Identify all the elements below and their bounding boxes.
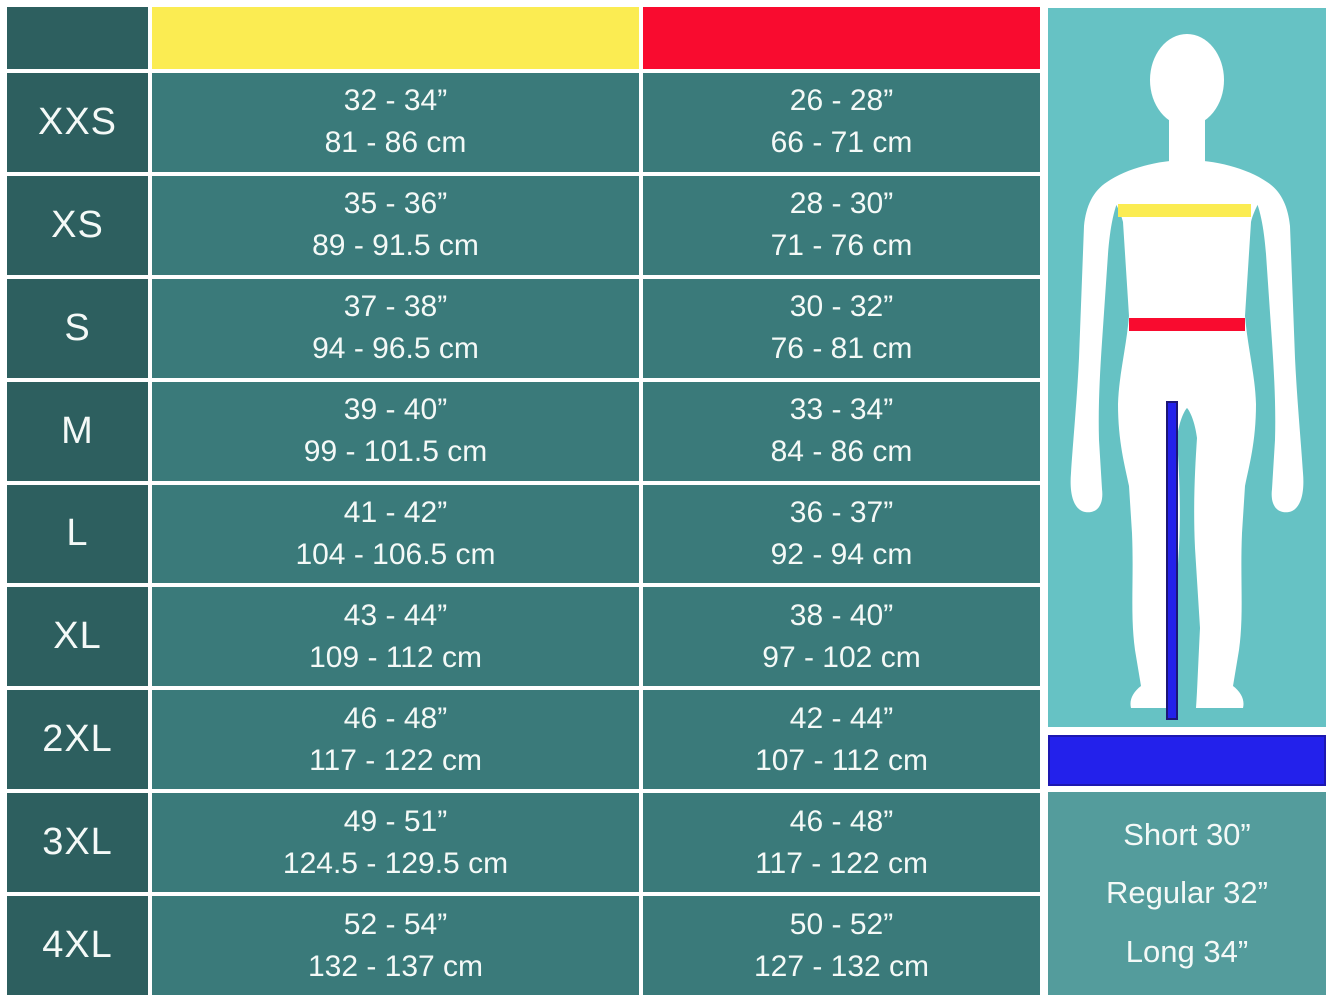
chest-inches-value: 49 - 51” xyxy=(343,804,448,838)
size-label-cell: 2XL xyxy=(7,690,148,790)
silhouette-right-arm xyxy=(1252,182,1304,513)
waist-line xyxy=(1129,318,1245,331)
waist-measurement-cell: 42 - 44” 107 - 112 cm xyxy=(643,690,1040,790)
size-label-cell: 3XL xyxy=(7,793,148,893)
body-measurement-panel xyxy=(1048,8,1326,727)
body-silhouette-icon xyxy=(1070,34,1304,720)
chest-inches-value: 32 - 34” xyxy=(343,84,448,118)
waist-measurement-cell: 46 - 48” 117 - 122 cm xyxy=(643,793,1040,893)
waist-cm-value: 117 - 122 cm xyxy=(755,846,928,880)
waist-inches-value: 38 - 40” xyxy=(789,598,894,632)
chest-measurement-cell: 52 - 54” 132 - 137 cm xyxy=(152,896,639,995)
chest-measurement-cell: 32 - 34” 81 - 86 cm xyxy=(152,73,639,172)
chest-inches-value: 37 - 38” xyxy=(343,290,448,324)
waist-measurement-cell: 30 - 32” 76 - 81 cm xyxy=(643,278,1040,378)
chest-measurement-cell: 46 - 48” 117 - 122 cm xyxy=(152,690,639,790)
waist-inches-value: 28 - 30” xyxy=(789,187,894,221)
chest-cm-value: 132 - 137 cm xyxy=(307,949,484,983)
waist-cm-value: 127 - 132 cm xyxy=(753,949,930,983)
silhouette-torso-legs xyxy=(1107,160,1267,708)
inseam-option: Long 34” xyxy=(1125,933,1249,969)
waist-measurement-cell: 36 - 37” 92 - 94 cm xyxy=(643,484,1040,584)
chest-cm-value: 89 - 91.5 cm xyxy=(312,229,479,263)
waist-cm-value: 84 - 86 cm xyxy=(770,435,913,469)
chest-inches-value: 52 - 54” xyxy=(343,907,448,941)
size-label-cell: S xyxy=(7,278,148,378)
silhouette-neck xyxy=(1169,103,1205,163)
waist-cm-value: 107 - 112 cm xyxy=(755,743,928,777)
chest-cm-value: 99 - 101.5 cm xyxy=(303,435,488,469)
chest-measurement-cell: 49 - 51” 124.5 - 129.5 cm xyxy=(152,793,639,893)
chest-line xyxy=(1118,204,1251,217)
silhouette-left-arm xyxy=(1070,182,1122,513)
chest-cm-value: 94 - 96.5 cm xyxy=(312,332,479,366)
chest-cm-value: 117 - 122 cm xyxy=(309,743,482,777)
waist-cm-value: 71 - 76 cm xyxy=(770,229,913,263)
waist-inches-value: 46 - 48” xyxy=(789,804,894,838)
waist-measurement-cell: 28 - 30” 71 - 76 cm xyxy=(643,175,1040,275)
chest-measurement-cell: 41 - 42” 104 - 106.5 cm xyxy=(152,484,639,584)
chest-cm-value: 124.5 - 129.5 cm xyxy=(282,846,509,880)
chest-measurement-cell: 37 - 38” 94 - 96.5 cm xyxy=(152,278,639,378)
size-label-cell: 4XL xyxy=(7,896,148,995)
waist-cm-value: 66 - 71 cm xyxy=(770,126,913,160)
silhouette-head xyxy=(1150,34,1224,126)
waist-inches-value: 50 - 52” xyxy=(789,907,894,941)
size-label-cell: XS xyxy=(7,175,148,275)
chest-cm-value: 104 - 106.5 cm xyxy=(295,537,496,571)
size-label-cell: XL xyxy=(7,587,148,687)
waist-measurement-cell: 33 - 34” 84 - 86 cm xyxy=(643,381,1040,481)
waist-cm-value: 92 - 94 cm xyxy=(770,537,913,571)
waist-inches-value: 36 - 37” xyxy=(789,495,894,529)
inseam-option: Regular 32” xyxy=(1106,875,1268,911)
size-label-cell: L xyxy=(7,484,148,584)
chest-cm-value: 81 - 86 cm xyxy=(324,126,467,160)
waist-cm-value: 97 - 102 cm xyxy=(762,640,921,674)
chest-measurement-cell: 39 - 40” 99 - 101.5 cm xyxy=(152,381,639,481)
waist-color-header xyxy=(643,7,1040,69)
chest-color-header xyxy=(152,7,639,69)
inseam-option: Short 30” xyxy=(1123,817,1251,853)
waist-inches-value: 26 - 28” xyxy=(789,84,894,118)
chest-inches-value: 39 - 40” xyxy=(343,393,448,427)
inseam-color-bar xyxy=(1048,735,1326,786)
waist-inches-value: 33 - 34” xyxy=(789,393,894,427)
chest-inches-value: 35 - 36” xyxy=(343,187,448,221)
chest-cm-value: 109 - 112 cm xyxy=(309,640,482,674)
header-size-cell xyxy=(7,7,148,69)
waist-inches-value: 30 - 32” xyxy=(789,290,894,324)
waist-measurement-cell: 38 - 40” 97 - 102 cm xyxy=(643,587,1040,687)
inseam-length-legend: Short 30” Regular 32” Long 34” xyxy=(1048,792,1326,995)
chest-measurement-cell: 35 - 36” 89 - 91.5 cm xyxy=(152,175,639,275)
chest-inches-value: 46 - 48” xyxy=(343,701,448,735)
size-label-cell: M xyxy=(7,381,148,481)
chest-inches-value: 43 - 44” xyxy=(343,598,448,632)
chest-inches-value: 41 - 42” xyxy=(343,495,448,529)
chest-measurement-cell: 43 - 44” 109 - 112 cm xyxy=(152,587,639,687)
size-chart-table: XXS 32 - 34” 81 - 86 cm 26 - 28” 66 - 71… xyxy=(7,7,1040,995)
waist-measurement-cell: 26 - 28” 66 - 71 cm xyxy=(643,73,1040,172)
waist-measurement-cell: 50 - 52” 127 - 132 cm xyxy=(643,896,1040,995)
size-label-cell: XXS xyxy=(7,73,148,172)
waist-inches-value: 42 - 44” xyxy=(789,701,894,735)
inseam-line xyxy=(1166,401,1178,720)
waist-cm-value: 76 - 81 cm xyxy=(770,332,913,366)
